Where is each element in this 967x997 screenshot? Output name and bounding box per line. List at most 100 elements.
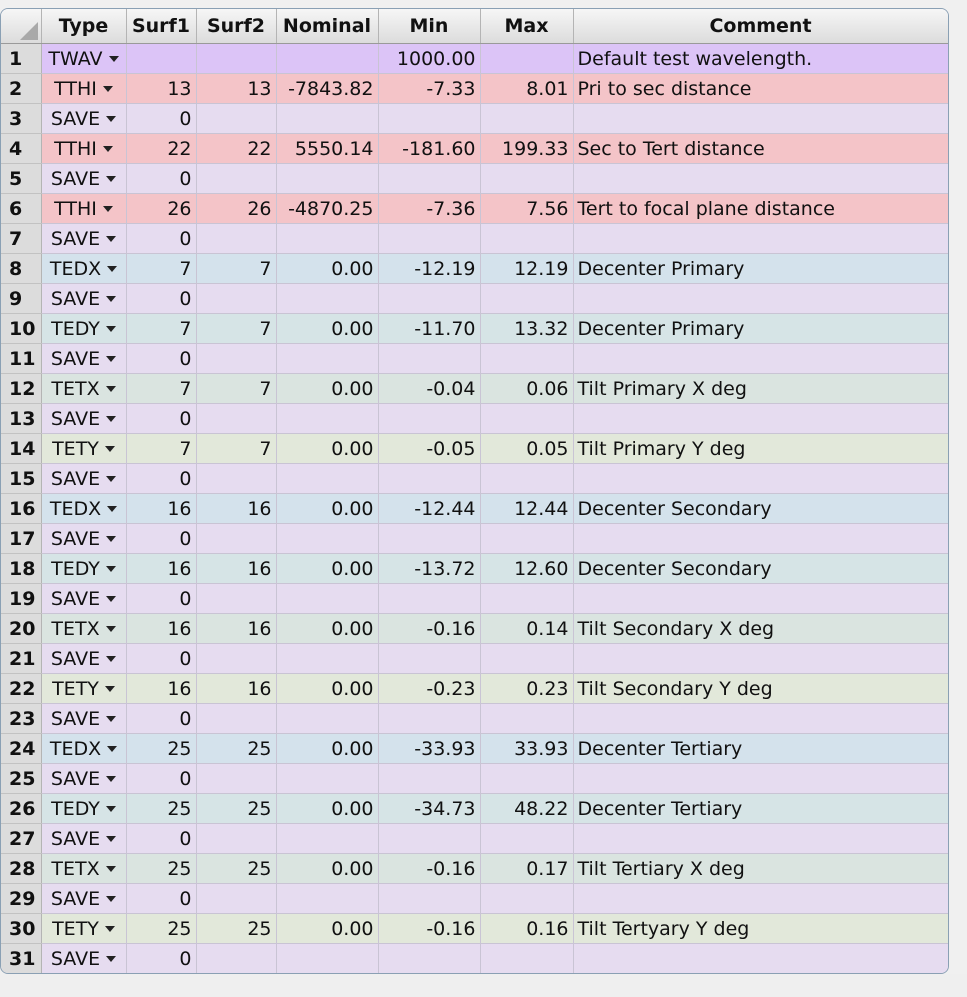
comment-cell[interactable] <box>573 583 948 614</box>
comment-cell[interactable] <box>573 343 948 374</box>
type-dropdown[interactable]: SAVE <box>41 223 127 254</box>
max-cell[interactable] <box>480 463 574 494</box>
table-row[interactable]: 28 TETX 25 25 0.00 -0.16 0.17 Tilt Tertiary X d… <box>1 853 948 884</box>
surf1-cell[interactable]: 16 <box>126 613 197 644</box>
surf2-cell[interactable]: 7 <box>196 313 277 344</box>
table-row[interactable]: 23 SAVE 0 <box>1 703 948 734</box>
type-dropdown[interactable]: TTHI <box>41 193 127 224</box>
min-cell[interactable] <box>378 883 481 914</box>
max-cell[interactable]: 0.14 <box>480 613 574 644</box>
comment-cell[interactable] <box>573 163 948 194</box>
comment-cell[interactable]: Tilt Secondary Y deg <box>573 673 948 704</box>
surf1-cell[interactable]: 0 <box>126 403 197 434</box>
dropdown-arrow-icon[interactable] <box>106 716 117 722</box>
max-cell[interactable] <box>480 583 574 614</box>
surf2-cell[interactable]: 25 <box>196 733 277 764</box>
min-cell[interactable]: -0.04 <box>378 373 481 404</box>
table-row[interactable]: 26 TEDY 25 25 0.00 -34.73 48.22 Decenter Tertia… <box>1 793 948 824</box>
surf2-cell[interactable] <box>196 223 277 254</box>
max-cell[interactable]: 12.60 <box>480 553 574 584</box>
min-cell[interactable]: -181.60 <box>378 133 481 164</box>
min-cell[interactable] <box>378 763 481 794</box>
surf2-cell[interactable]: 16 <box>196 673 277 704</box>
surf1-cell[interactable]: 7 <box>126 253 197 284</box>
min-cell[interactable]: -7.36 <box>378 193 481 224</box>
max-cell[interactable]: 12.19 <box>480 253 574 284</box>
max-cell[interactable] <box>480 823 574 854</box>
type-dropdown[interactable]: TEDY <box>41 553 127 584</box>
comment-cell[interactable]: Decenter Primary <box>573 253 948 284</box>
min-cell[interactable] <box>378 703 481 734</box>
comment-cell[interactable] <box>573 283 948 314</box>
comment-cell[interactable]: Sec to Tert distance <box>573 133 948 164</box>
table-row[interactable]: 15 SAVE 0 <box>1 463 948 494</box>
max-cell[interactable] <box>480 643 574 674</box>
table-row[interactable]: 24 TEDX 25 25 0.00 -33.93 33.93 Decenter Tertia… <box>1 733 948 764</box>
nominal-cell[interactable] <box>276 403 379 434</box>
nominal-cell[interactable]: 0.00 <box>276 433 379 464</box>
type-dropdown[interactable]: SAVE <box>41 463 127 494</box>
comment-cell[interactable]: Decenter Secondary <box>573 553 948 584</box>
table-row[interactable]: 6 TTHI 26 26 -4870.25 -7.36 7.56 Tert to focal … <box>1 193 948 224</box>
nominal-cell[interactable] <box>276 583 379 614</box>
max-cell[interactable]: 8.01 <box>480 73 574 104</box>
dropdown-arrow-icon[interactable] <box>104 926 115 932</box>
dropdown-arrow-icon[interactable] <box>106 956 117 962</box>
surf1-cell[interactable]: 0 <box>126 283 197 314</box>
nominal-cell[interactable]: 0.00 <box>276 673 379 704</box>
surf2-cell[interactable]: 25 <box>196 913 277 944</box>
max-cell[interactable] <box>480 283 574 314</box>
max-cell[interactable] <box>480 703 574 734</box>
dropdown-arrow-icon[interactable] <box>106 776 117 782</box>
surf2-cell[interactable]: 26 <box>196 193 277 224</box>
comment-cell[interactable]: Default test wavelength. <box>573 43 948 74</box>
surf2-cell[interactable]: 25 <box>196 853 277 884</box>
max-cell[interactable]: 33.93 <box>480 733 574 764</box>
nominal-cell[interactable] <box>276 883 379 914</box>
surf1-cell[interactable]: 25 <box>126 733 197 764</box>
comment-cell[interactable] <box>573 463 948 494</box>
nominal-cell[interactable]: 0.00 <box>276 853 379 884</box>
max-cell[interactable] <box>480 523 574 554</box>
comment-cell[interactable]: Tert to focal plane distance <box>573 193 948 224</box>
table-row[interactable]: 19 SAVE 0 <box>1 583 948 614</box>
table-row[interactable]: 18 TEDY 16 16 0.00 -13.72 12.60 Decenter Second… <box>1 553 948 584</box>
comment-cell[interactable]: Tilt Primary X deg <box>573 373 948 404</box>
dropdown-arrow-icon[interactable] <box>106 836 117 842</box>
surf1-cell[interactable]: 0 <box>126 163 197 194</box>
max-cell[interactable] <box>480 43 574 74</box>
dropdown-arrow-icon[interactable] <box>106 116 117 122</box>
dropdown-arrow-icon[interactable] <box>102 206 113 212</box>
dropdown-arrow-icon[interactable] <box>105 326 116 332</box>
surf2-cell[interactable] <box>196 103 277 134</box>
table-row[interactable]: 10 TEDY 7 7 0.00 -11.70 13.32 Decenter Primary <box>1 313 948 344</box>
comment-cell[interactable] <box>573 823 948 854</box>
comment-cell[interactable]: Decenter Tertiary <box>573 733 948 764</box>
surf1-cell[interactable]: 0 <box>126 103 197 134</box>
surf1-cell[interactable]: 0 <box>126 523 197 554</box>
surf1-cell[interactable]: 7 <box>126 433 197 464</box>
min-cell[interactable] <box>378 223 481 254</box>
table-row[interactable]: 4 TTHI 22 22 5550.14 -181.60 199.33 Sec to Tert… <box>1 133 948 164</box>
surf1-cell[interactable]: 0 <box>126 583 197 614</box>
surf1-cell[interactable]: 0 <box>126 223 197 254</box>
min-cell[interactable]: -34.73 <box>378 793 481 824</box>
type-dropdown[interactable]: TTHI <box>41 73 127 104</box>
dropdown-arrow-icon[interactable] <box>106 176 117 182</box>
max-cell[interactable]: 48.22 <box>480 793 574 824</box>
comment-cell[interactable] <box>573 763 948 794</box>
dropdown-arrow-icon[interactable] <box>102 86 113 92</box>
surf2-cell[interactable] <box>196 343 277 374</box>
dropdown-arrow-icon[interactable] <box>102 146 113 152</box>
surf1-cell[interactable]: 25 <box>126 793 197 824</box>
min-cell[interactable] <box>378 103 481 134</box>
nominal-cell[interactable] <box>276 823 379 854</box>
min-cell[interactable]: -7.33 <box>378 73 481 104</box>
table-row[interactable]: 1 TWAV 1000.00 Default test wavelength. <box>1 43 948 74</box>
type-dropdown[interactable]: TETX <box>41 853 127 884</box>
header-nominal[interactable]: Nominal <box>276 9 379 44</box>
comment-cell[interactable] <box>573 403 948 434</box>
nominal-cell[interactable]: -4870.25 <box>276 193 379 224</box>
nominal-cell[interactable]: 0.00 <box>276 373 379 404</box>
table-row[interactable]: 11 SAVE 0 <box>1 343 948 374</box>
